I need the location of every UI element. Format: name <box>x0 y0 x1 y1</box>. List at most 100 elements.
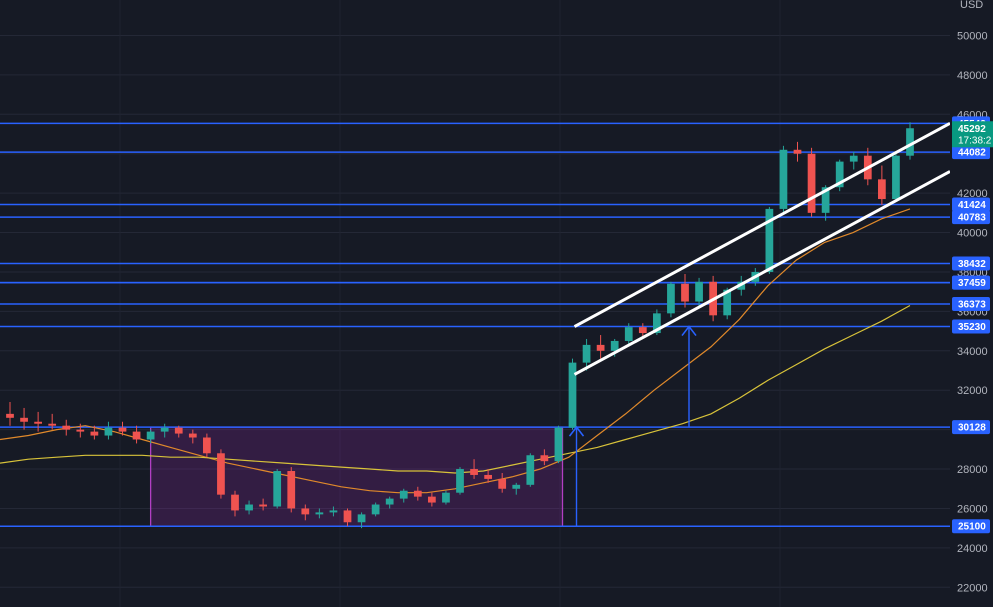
candle-body <box>76 429 85 432</box>
level-label-text: 38432 <box>958 259 986 270</box>
candle-body <box>554 427 563 462</box>
candle <box>160 423 169 438</box>
candle-body <box>442 492 450 503</box>
candle-body <box>160 427 169 432</box>
candle-body <box>301 508 310 515</box>
measure-arrow-head <box>568 425 585 437</box>
candle <box>540 449 549 466</box>
horizontal-level-lines <box>0 122 950 527</box>
candle <box>793 141 802 162</box>
candle-body <box>231 494 239 511</box>
candle-body <box>6 413 14 418</box>
price-tick-label: 22000 <box>957 582 988 594</box>
candle <box>807 147 816 217</box>
candle-body <box>779 149 788 209</box>
candle-body <box>399 490 408 499</box>
candle-body <box>723 289 732 316</box>
measure-arrows-layer <box>568 325 697 527</box>
candle <box>90 425 99 440</box>
candle-body <box>48 423 57 426</box>
candle <box>146 429 155 444</box>
candle <box>329 506 338 517</box>
candle <box>259 498 267 511</box>
candle-body <box>526 455 535 485</box>
candle <box>681 273 689 308</box>
candle-body <box>315 512 324 515</box>
candle-body <box>793 149 802 154</box>
candle <box>48 413 57 430</box>
candle <box>217 449 225 499</box>
candle-body <box>62 425 71 430</box>
candle <box>498 472 507 493</box>
candle-body <box>807 153 816 213</box>
candle <box>624 323 633 345</box>
candle <box>849 151 858 170</box>
candle-body <box>835 161 844 188</box>
level-label-box <box>952 420 990 435</box>
price-tick-label: 40000 <box>957 228 988 240</box>
candle <box>428 492 436 507</box>
candle-body <box>540 455 549 462</box>
candle-body <box>104 427 113 436</box>
level-label-box <box>952 197 990 212</box>
candle-body <box>568 362 577 428</box>
candle-body <box>357 514 366 523</box>
candle <box>484 469 492 483</box>
level-label-box <box>952 145 990 160</box>
candle-body <box>892 155 900 200</box>
candle-body <box>681 283 689 302</box>
candle-body <box>428 496 436 503</box>
candle-body <box>638 327 647 334</box>
candle <box>878 165 886 205</box>
candle-body <box>188 433 197 438</box>
level-label-text: 41424 <box>958 200 986 211</box>
candle-body <box>413 490 422 497</box>
level-label-box <box>952 319 990 334</box>
candle <box>287 467 296 513</box>
candle-body <box>90 431 99 436</box>
candle <box>892 151 900 202</box>
candle-body <box>20 417 28 422</box>
level-label-text: 40783 <box>958 213 986 224</box>
candle-body <box>596 344 605 351</box>
candle-body <box>287 471 296 509</box>
trend-channel-layer <box>573 122 951 376</box>
candle-body <box>610 340 619 351</box>
currency-label: USD <box>960 0 983 11</box>
candle <box>765 206 774 274</box>
moving-average-line <box>0 208 911 494</box>
current-price-countdown: 17:38:2 <box>958 135 992 146</box>
grid-lines <box>0 0 950 607</box>
candle <box>779 145 788 213</box>
candle-body <box>765 208 774 272</box>
candle <box>667 281 675 318</box>
candle-body <box>582 344 591 363</box>
candle <box>273 469 282 509</box>
candle <box>442 490 450 505</box>
candle <box>568 358 577 430</box>
price-tick-label: 24000 <box>957 543 988 555</box>
current-price-box <box>952 121 993 148</box>
candle <box>62 419 71 436</box>
candle <box>512 482 521 495</box>
candle-body <box>132 431 141 440</box>
level-label-box <box>952 210 990 225</box>
candle-body <box>906 128 914 156</box>
level-label-text: 35230 <box>958 322 986 333</box>
candle <box>695 277 703 308</box>
candle-body <box>653 313 661 334</box>
candle <box>470 459 478 479</box>
range-box <box>149 426 564 527</box>
level-label-box <box>952 297 990 312</box>
candle-body <box>667 283 675 314</box>
candle-body <box>371 504 380 515</box>
candle <box>413 486 422 501</box>
candle-body <box>273 471 282 507</box>
candle-body <box>259 504 267 507</box>
candle <box>526 453 535 487</box>
candle <box>188 429 197 444</box>
price-tick-label: 32000 <box>957 385 988 397</box>
candle <box>231 490 239 517</box>
